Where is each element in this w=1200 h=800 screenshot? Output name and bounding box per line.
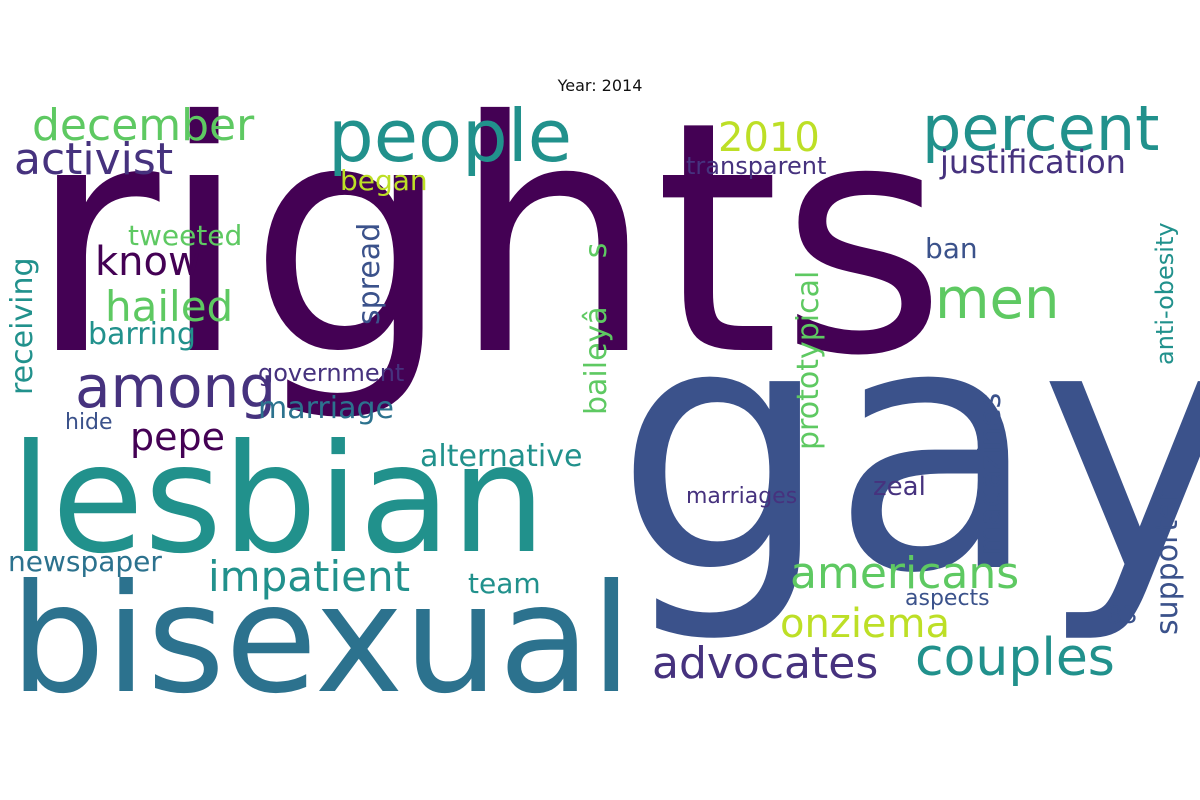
word-americans: americans bbox=[790, 548, 1020, 599]
word-bisexual: bisexual bbox=[10, 553, 633, 727]
word-impatient: impatient bbox=[208, 552, 411, 601]
word-activist: activist bbox=[14, 134, 174, 185]
word-aspects: aspects bbox=[905, 586, 990, 611]
word-supporter: supporter bbox=[1150, 489, 1185, 635]
word-among: among bbox=[75, 353, 277, 421]
word-ban: ban bbox=[925, 232, 978, 265]
word-prototypical: prototypical bbox=[791, 270, 826, 450]
chart-title: Year: 2014 bbox=[557, 76, 643, 95]
word-lesbian: lesbian bbox=[10, 413, 546, 587]
word-zeal: zeal bbox=[873, 472, 926, 502]
word-rights: rights bbox=[28, 54, 947, 426]
word-spread: spread bbox=[352, 222, 387, 325]
word-men: men bbox=[935, 267, 1060, 332]
word-bailey: baileyâs bbox=[579, 242, 614, 415]
word-pepe: pepe bbox=[130, 415, 225, 459]
word-know: know bbox=[95, 239, 201, 285]
word-2010: 2010 bbox=[718, 115, 820, 161]
word-government: government bbox=[258, 359, 405, 387]
word-alternative: alternative bbox=[420, 439, 583, 474]
word-december: december bbox=[32, 100, 255, 151]
word-marriage: marriage bbox=[258, 391, 394, 426]
word-people: people bbox=[328, 94, 573, 178]
word-percent: percent bbox=[922, 92, 1160, 165]
word-advocates: advocates bbox=[652, 638, 879, 689]
word-justification: justification bbox=[940, 143, 1126, 181]
word-anti-obesity: anti-obesity bbox=[1151, 222, 1179, 365]
word-marriages: marriages bbox=[686, 484, 798, 509]
word-hide: hide bbox=[65, 410, 113, 435]
word-barring: barring bbox=[88, 317, 196, 352]
word-newspaper: newspaper bbox=[8, 545, 162, 578]
word-tweeted: tweeted bbox=[128, 219, 243, 252]
word-83: 83 bbox=[1107, 601, 1138, 629]
word-transparent: transparent bbox=[686, 152, 827, 180]
word-gay: gay bbox=[615, 252, 1200, 648]
word-hailed: hailed bbox=[105, 282, 234, 331]
word-receiving: receiving bbox=[5, 257, 40, 395]
word-began: began bbox=[340, 164, 428, 197]
word-onziema: onziema bbox=[780, 601, 951, 647]
word-couples: couples bbox=[915, 628, 1115, 688]
word-team: team bbox=[468, 567, 541, 600]
word-magazines: magazines bbox=[973, 392, 1008, 555]
